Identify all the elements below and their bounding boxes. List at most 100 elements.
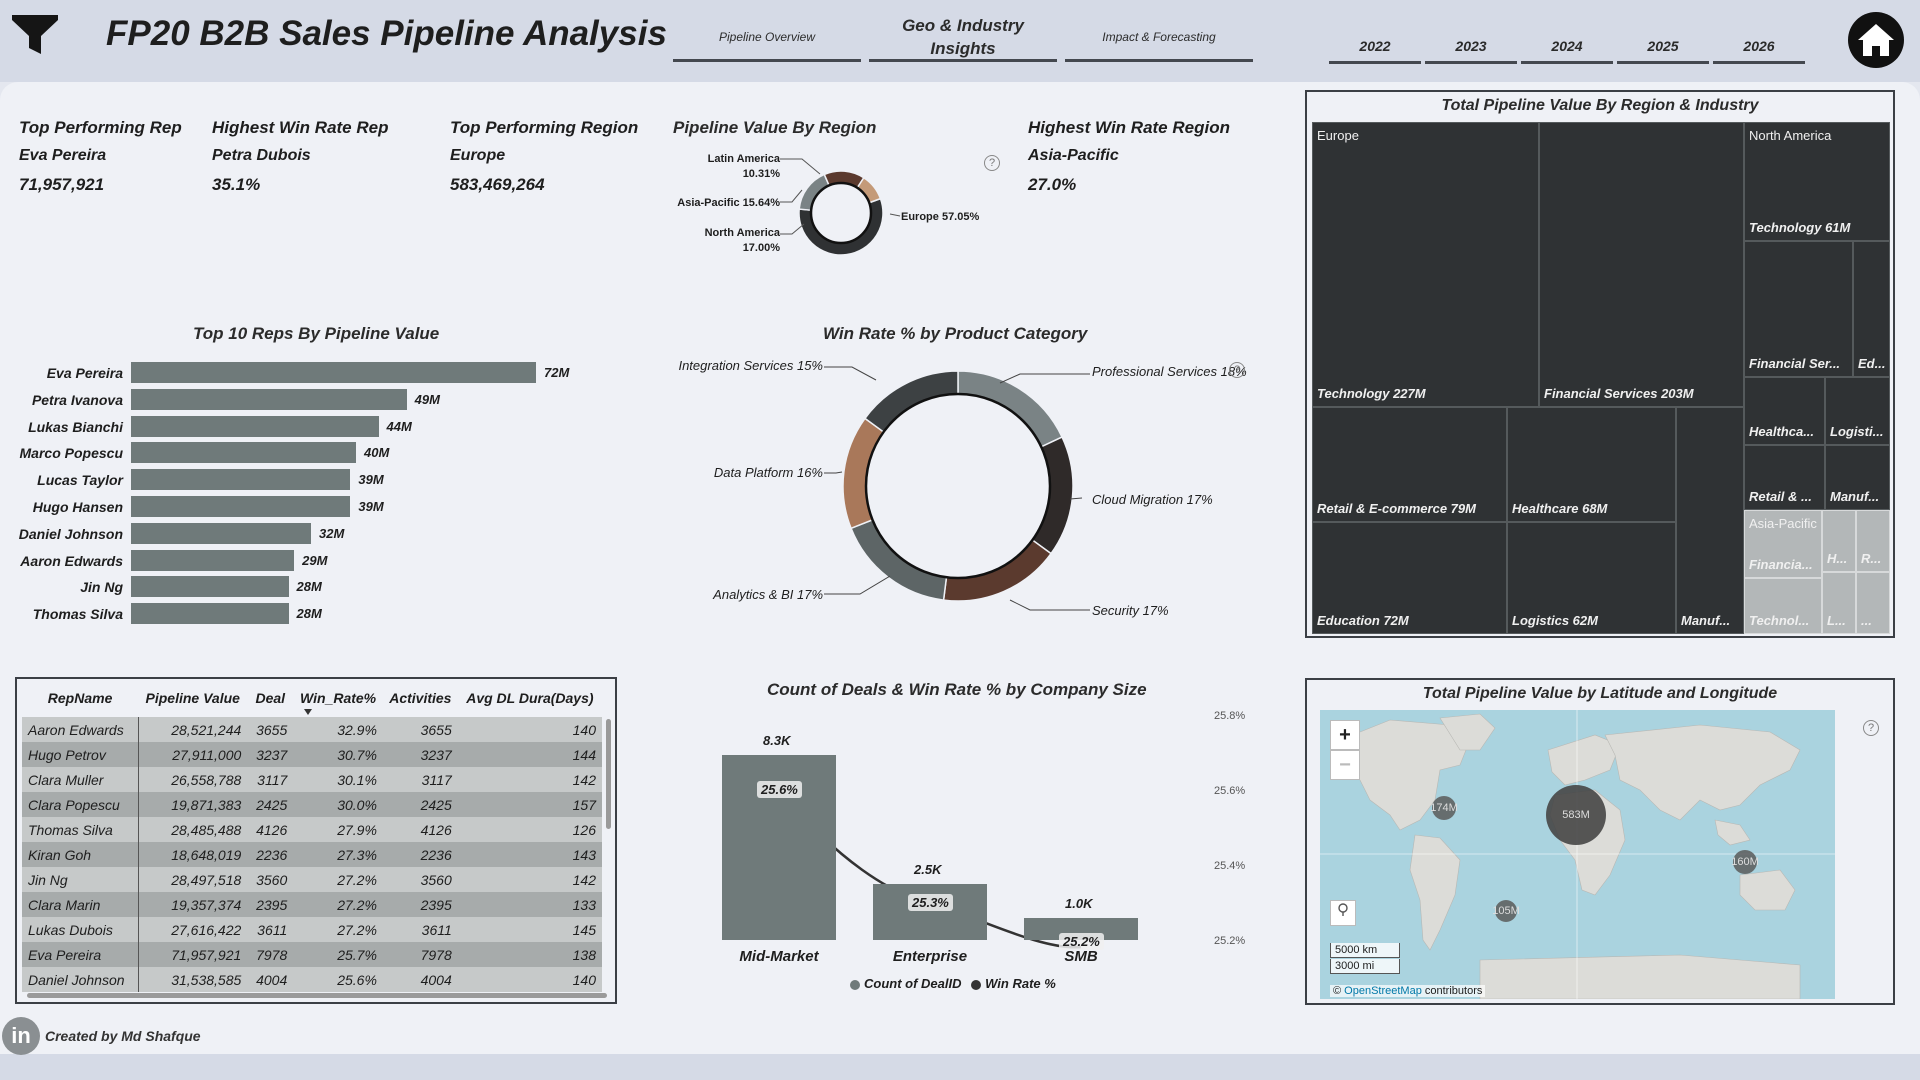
table-row[interactable]: Clara Popescu 19,871,383 2425 30.0% 2425 157 (22, 792, 602, 817)
column-header[interactable]: Activities (389, 690, 452, 706)
treemap-cell-na-technology[interactable]: North America Technology 61M (1744, 122, 1890, 241)
rep-name-label: Lucas Taylor (37, 472, 123, 489)
footer-bar (0, 1054, 1920, 1080)
treemap-cell-na-education[interactable]: Ed... (1853, 241, 1890, 377)
company-size-bar[interactable] (1024, 917, 1138, 940)
product-leader-lines (824, 366, 1090, 611)
treemap-cell-europe-technology[interactable]: Europe Technology 227M (1312, 122, 1539, 407)
rep-bar[interactable] (131, 388, 407, 410)
treemap-cell-europe-logistics[interactable]: Logistics 62M (1507, 522, 1676, 634)
tab-pipeline-overview[interactable]: Pipeline Overview (673, 14, 861, 62)
treemap-cell-na-logistics[interactable]: Logisti... (1825, 377, 1890, 445)
table-row[interactable]: Clara Marin 19,357,374 2395 27.2% 2395 133 (22, 892, 602, 917)
kpi-name: Petra Dubois (212, 147, 311, 164)
region-label-asia-pacific: Asia-Pacific 15.64% (677, 197, 780, 209)
year-filter-2024[interactable]: 2024 (1521, 24, 1613, 64)
zoom-out-button[interactable]: − (1330, 750, 1360, 780)
map-search-button[interactable] (1330, 900, 1356, 926)
rep-bar-row[interactable]: Hugo Hansen 39M (0, 494, 620, 521)
openstreetmap-link[interactable]: OpenStreetMap (1344, 985, 1422, 997)
help-icon[interactable]: ? (1229, 362, 1245, 378)
world-map[interactable]: + − 174M 583M 160M 105M 5000 km 3000 mi … (1320, 710, 1835, 999)
help-icon[interactable]: ? (1863, 720, 1879, 736)
region-inner-ring (809, 181, 873, 245)
rep-bar[interactable] (131, 496, 351, 517)
table-row[interactable]: Hugo Petrov 27,911,000 3237 30.7% 3237 144 (22, 742, 602, 767)
rep-bar-row[interactable]: Thomas Silva 28M (0, 601, 620, 628)
table-row[interactable]: Thomas Silva 28,485,488 4126 27.9% 4126 126 (22, 817, 602, 842)
treemap-cell-apac-retail[interactable]: R... (1856, 510, 1890, 572)
rep-bar-row[interactable]: Petra Ivanova 49M (0, 387, 620, 414)
company-size-bar[interactable] (873, 884, 987, 940)
treemap-cell-europe-education[interactable]: Education 72M (1312, 522, 1507, 634)
rep-performance-table[interactable]: RepName Pipeline Value Deal Win_Rate% Activi… (15, 677, 617, 1004)
rep-bar[interactable] (131, 362, 536, 383)
rep-bar-row[interactable]: Marco Popescu 40M (0, 440, 620, 467)
rep-bar-row[interactable]: Jin Ng 28M (0, 574, 620, 601)
treemap-cell-na-retail[interactable]: Retail & ... (1744, 445, 1825, 510)
region-industry-treemap[interactable]: Europe Technology 227M Financial Service… (1312, 122, 1890, 634)
rep-bar-row[interactable]: Eva Pereira 72M (0, 360, 620, 387)
year-filter-2025[interactable]: 2025 (1617, 24, 1709, 64)
top-reps-bar-chart[interactable]: Eva Pereira 72M Petra Ivanova 49M Lukas Bian… (0, 360, 620, 630)
rep-bar-row[interactable]: Daniel Johnson 32M (0, 521, 620, 548)
table-row[interactable]: Kiran Goh 18,648,019 2236 27.3% 2236 143 (22, 842, 602, 867)
home-button[interactable] (1848, 12, 1904, 68)
rep-bar[interactable] (131, 415, 379, 437)
treemap-cell-apac-other[interactable]: ... (1856, 572, 1890, 634)
table-row[interactable]: Daniel Johnson 31,538,585 4004 25.6% 4004 140 (22, 967, 602, 992)
table-row[interactable]: Eva Pereira 71,957,921 7978 25.7% 7978 138 (22, 942, 602, 967)
rep-bar-row[interactable]: Aaron Edwards 29M (0, 548, 620, 575)
rep-bar-row[interactable]: Lukas Bianchi 44M (0, 414, 620, 441)
treemap-cell-na-healthcare[interactable]: Healthca... (1744, 377, 1825, 445)
horizontal-scrollbar[interactable] (27, 993, 607, 998)
table-row[interactable]: Lukas Dubois 27,616,422 3611 27.2% 3611 145 (22, 917, 602, 942)
year-filter-2026[interactable]: 2026 (1713, 24, 1805, 64)
rep-bar[interactable] (131, 576, 289, 598)
filter-icon[interactable] (10, 12, 60, 57)
tab-impact-forecasting[interactable]: Impact & Forecasting (1065, 14, 1253, 62)
year-filter-2022[interactable]: 2022 (1329, 24, 1421, 64)
table-row[interactable]: Aaron Edwards 28,521,244 3655 32.9% 3655 140 (22, 717, 602, 742)
treemap-cell-na-financial-services[interactable]: Financial Ser... (1744, 241, 1853, 377)
treemap-cell-apac-healthcare[interactable]: H... (1822, 510, 1856, 572)
rep-name-label: Thomas Silva (32, 606, 123, 623)
treemap-cell-europe-financial-services[interactable]: Financial Services 203M (1539, 122, 1744, 407)
company-size-combo-chart[interactable]: 8.3K Mid-Market 25.6% 2.5K Enterprise 25.3% 1.… (700, 690, 1260, 1000)
table-row[interactable]: Jin Ng 28,497,518 3560 27.2% 3560 142 (22, 867, 602, 892)
treemap-cell-europe-healthcare[interactable]: Healthcare 68M (1507, 407, 1676, 522)
column-header[interactable]: Deal (255, 690, 286, 706)
rep-bar[interactable] (131, 442, 356, 464)
linkedin-icon[interactable]: in (2, 1017, 40, 1055)
column-header[interactable]: Win_Rate% (293, 679, 383, 717)
rep-bar[interactable] (131, 522, 311, 544)
zoom-in-button[interactable]: + (1330, 720, 1360, 750)
treemap-cell-apac-technology[interactable]: Technol... (1744, 578, 1822, 634)
tab-geo-industry-insights[interactable]: Geo & Industry Insights (869, 14, 1057, 62)
vertical-scrollbar[interactable] (606, 719, 611, 829)
treemap-cell-na-manufacturing[interactable]: Manuf... (1825, 445, 1890, 510)
rep-bar[interactable] (131, 603, 289, 625)
map-bubble-latin-america[interactable]: 105M (1492, 900, 1520, 922)
product-category-donut-chart[interactable] (838, 366, 1078, 606)
map-bubble-north-america[interactable]: 174M (1430, 796, 1458, 820)
table-row[interactable]: Clara Muller 26,558,788 3117 30.1% 3117 142 (22, 767, 602, 792)
help-icon[interactable]: ? (984, 155, 1000, 171)
region-donut-chart[interactable] (780, 152, 902, 274)
column-header[interactable]: Avg DL Dura(Days) (466, 690, 594, 706)
company-size-category-label: Mid-Market (739, 948, 819, 965)
treemap-cell-europe-retail[interactable]: Retail & E-commerce 79M (1312, 407, 1507, 522)
rep-bar-row[interactable]: Lucas Taylor 39M (0, 467, 620, 494)
map-bubble-asia-pacific[interactable]: 160M (1731, 850, 1759, 874)
rep-bar[interactable] (131, 469, 351, 491)
treemap-cell-apac-logistics[interactable]: L... (1822, 572, 1856, 634)
column-header[interactable]: RepName (47, 690, 113, 706)
kpi-top-performing-region: Top Performing Region Europe 583,469,264 (450, 118, 638, 195)
treemap-cell-apac-financial[interactable]: Asia-Pacific Financia... (1744, 510, 1822, 578)
year-filter-2023[interactable]: 2023 (1425, 24, 1517, 64)
column-header[interactable]: Pipeline Value (145, 690, 240, 706)
map-bubble-europe[interactable]: 583M (1546, 785, 1606, 845)
rep-bar[interactable] (131, 549, 295, 571)
treemap-cell-europe-manufacturing[interactable]: Manuf... (1676, 407, 1744, 634)
treemap-cell-label: H... (1827, 551, 1848, 566)
